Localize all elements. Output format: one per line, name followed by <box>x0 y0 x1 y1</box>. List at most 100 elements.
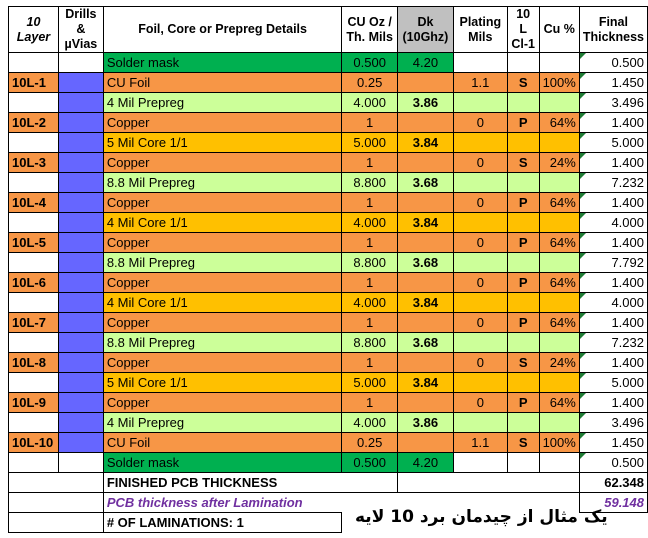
via-cell <box>57 412 104 433</box>
header-drills: Drills & µVias <box>57 6 104 53</box>
cu-percent: 64% <box>538 232 580 253</box>
final-thickness: 3.496 <box>578 412 648 433</box>
cu-percent <box>538 332 580 353</box>
via-cell <box>57 92 104 113</box>
final-thickness: 4.000 <box>578 212 648 233</box>
plating-mils <box>452 372 508 393</box>
class-code <box>506 212 540 233</box>
final-thickness: 1.400 <box>578 352 648 373</box>
cu-percent <box>538 212 580 233</box>
plating-mils <box>452 132 508 153</box>
cu-thickness: 0.500 <box>341 452 398 473</box>
material-detail: Copper <box>102 352 343 373</box>
caption: یک مثال از چیدمان برد 10 لایه <box>355 507 608 527</box>
plating-mils: 1.1 <box>452 72 508 93</box>
class-code <box>506 332 540 353</box>
layer-label: 10L-5 <box>8 232 59 253</box>
stackup-row: 4 Mil Prepreg 4.000 3.86 3.496 <box>8 92 648 113</box>
header-row: 10 Layer Drills & µVias Foil, Core or Pr… <box>8 6 648 53</box>
dk-value <box>396 112 454 133</box>
dk-value <box>396 432 454 453</box>
dk-value <box>396 152 454 173</box>
header-final: Final Thickness <box>578 6 648 53</box>
material-detail: 4 Mil Core 1/1 <box>102 212 343 233</box>
layer-label: 10L-7 <box>8 312 59 333</box>
class-code <box>506 292 540 313</box>
layer-label <box>8 292 59 313</box>
layer-label <box>8 172 59 193</box>
plating-mils <box>452 92 508 113</box>
header-cl: 10 L Cl-1 <box>506 6 540 53</box>
final-thickness: 1.400 <box>578 312 648 333</box>
plating-mils: 0 <box>452 112 508 133</box>
via-cell <box>57 452 104 473</box>
via-cell <box>57 112 104 133</box>
dk-value <box>396 352 454 373</box>
stackup-row: 10L-2 Copper 1 0 P 64% 1.400 <box>8 112 648 133</box>
layer-label <box>8 452 59 473</box>
stackup-row: 10L-1 CU Foil 0.25 1.1 S 100% 1.450 <box>8 72 648 93</box>
cu-thickness: 0.25 <box>341 72 398 93</box>
stackup-row: 10L-7 Copper 1 0 P 64% 1.400 <box>8 312 648 333</box>
layer-label: 10L-6 <box>8 272 59 293</box>
cu-thickness: 4.000 <box>341 212 398 233</box>
laminations-label: # OF LAMINATIONS: 1 <box>102 512 343 533</box>
cu-thickness: 1 <box>341 272 398 293</box>
cu-percent <box>538 292 580 313</box>
layer-label <box>8 92 59 113</box>
footer-blank <box>8 492 104 513</box>
cu-thickness: 5.000 <box>341 132 398 153</box>
plating-mils: 0 <box>452 232 508 253</box>
dk-value: 3.86 <box>396 92 454 113</box>
material-detail: 8.8 Mil Prepreg <box>102 332 343 353</box>
final-thickness: 7.232 <box>578 172 648 193</box>
finished-value: 62.348 <box>578 472 648 493</box>
plating-mils: 0 <box>452 312 508 333</box>
via-cell <box>57 52 104 73</box>
footer-blank <box>8 472 104 493</box>
via-cell <box>57 372 104 393</box>
material-detail: Copper <box>102 192 343 213</box>
dk-value: 3.86 <box>396 412 454 433</box>
dk-value: 4.20 <box>396 452 454 473</box>
via-cell <box>57 72 104 93</box>
cu-thickness: 0.500 <box>341 52 398 73</box>
cu-percent: 64% <box>538 192 580 213</box>
final-thickness: 5.000 <box>578 372 648 393</box>
final-thickness: 5.000 <box>578 132 648 153</box>
cu-thickness: 4.000 <box>341 92 398 113</box>
via-cell <box>57 172 104 193</box>
plating-mils: 1.1 <box>452 432 508 453</box>
dk-value: 3.68 <box>396 172 454 193</box>
footer-blank <box>8 512 104 533</box>
material-detail: 4 Mil Prepreg <box>102 412 343 433</box>
layer-label: 10L-1 <box>8 72 59 93</box>
cu-percent <box>538 452 580 473</box>
dk-value: 3.68 <box>396 332 454 353</box>
layer-label <box>8 252 59 273</box>
class-code <box>506 172 540 193</box>
cu-percent <box>538 412 580 433</box>
material-detail: 8.8 Mil Prepreg <box>102 252 343 273</box>
stackup-row: 10L-4 Copper 1 0 P 64% 1.400 <box>8 192 648 213</box>
via-cell <box>57 132 104 153</box>
cu-thickness: 8.800 <box>341 332 398 353</box>
stackup-row: 4 Mil Core 1/1 4.000 3.84 4.000 <box>8 292 648 313</box>
final-thickness: 0.500 <box>578 52 648 73</box>
final-thickness: 7.232 <box>578 332 648 353</box>
final-thickness: 1.400 <box>578 152 648 173</box>
cu-thickness: 4.000 <box>341 292 398 313</box>
final-thickness: 1.400 <box>578 112 648 133</box>
cu-percent: 100% <box>538 432 580 453</box>
dk-value <box>396 72 454 93</box>
dk-value <box>396 312 454 333</box>
class-code: P <box>506 312 540 333</box>
cu-percent <box>538 52 580 73</box>
stackup-row: 8.8 Mil Prepreg 8.800 3.68 7.792 <box>8 252 648 273</box>
cu-percent <box>538 132 580 153</box>
cu-percent: 64% <box>538 312 580 333</box>
layer-label: 10L-3 <box>8 152 59 173</box>
via-cell <box>57 192 104 213</box>
dk-value: 3.84 <box>396 292 454 313</box>
dk-value <box>396 192 454 213</box>
